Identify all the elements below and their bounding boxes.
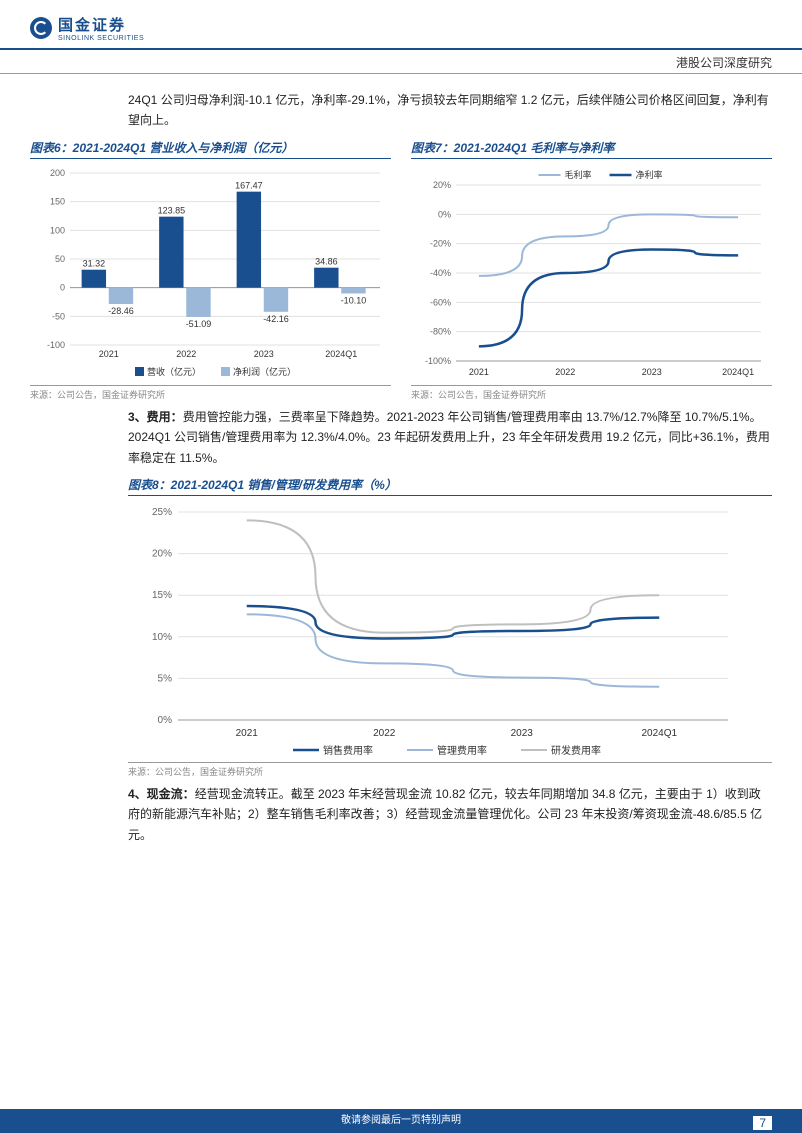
svg-text:2023: 2023 <box>642 367 662 377</box>
charts-row-1: 图表6：2021-2024Q1 营业收入与净利润（亿元） -100 -50 0 50 1… <box>30 139 772 401</box>
logo-en: SINOLINK SECURITIES <box>58 35 144 42</box>
paragraph-3: 4、现金流：经营现金流转正。截至 2023 年末经营现金流 10.82 亿元，较… <box>128 784 772 845</box>
svg-text:2023: 2023 <box>254 349 274 359</box>
svg-text:0%: 0% <box>158 715 173 726</box>
svg-text:2024Q1: 2024Q1 <box>722 367 754 377</box>
svg-text:5%: 5% <box>158 673 173 684</box>
para2-lead: 3、费用： <box>128 410 183 424</box>
chart8-container: 图表8：2021-2024Q1 销售/管理/研发费用率（%） 0% 5% 10% 15… <box>128 476 772 778</box>
svg-text:营收（亿元）: 营收（亿元） <box>147 366 201 377</box>
svg-text:2022: 2022 <box>176 349 196 359</box>
svg-text:10%: 10% <box>152 632 172 643</box>
svg-text:管理费用率: 管理费用率 <box>437 744 487 757</box>
svg-text:-20%: -20% <box>430 238 451 248</box>
svg-text:-100: -100 <box>47 340 65 350</box>
page-header: 国金证券 SINOLINK SECURITIES <box>0 0 802 50</box>
doc-subtitle: 港股公司深度研究 <box>0 50 802 74</box>
svg-text:123.85: 123.85 <box>158 205 186 215</box>
para3-body: 经营现金流转正。截至 2023 年末经营现金流 10.82 亿元，较去年同期增加… <box>128 787 762 842</box>
svg-text:34.86: 34.86 <box>315 256 338 266</box>
footer-wrap: 敬请参阅最后一页特别声明 7 <box>0 1109 802 1133</box>
chart7-container: 图表7：2021-2024Q1 毛利率与净利率 -100% -80% -60% -40… <box>411 139 772 401</box>
svg-text:-28.46: -28.46 <box>108 306 134 316</box>
svg-text:2021: 2021 <box>99 349 119 359</box>
svg-text:167.47: 167.47 <box>235 180 263 190</box>
svg-text:2021: 2021 <box>469 367 489 377</box>
logo-cn: 国金证券 <box>58 14 144 35</box>
svg-text:-60%: -60% <box>430 297 451 307</box>
chart7-source: 来源：公司公告，国金证券研究所 <box>411 385 772 401</box>
svg-text:-10.10: -10.10 <box>341 295 367 305</box>
svg-text:150: 150 <box>50 196 65 206</box>
svg-text:销售费用率: 销售费用率 <box>323 744 373 757</box>
svg-text:31.32: 31.32 <box>83 258 106 268</box>
svg-text:15%: 15% <box>152 590 172 601</box>
svg-text:-51.09: -51.09 <box>186 319 212 329</box>
chart6-source: 来源：公司公告，国金证券研究所 <box>30 385 391 401</box>
svg-text:-40%: -40% <box>430 268 451 278</box>
svg-text:2021: 2021 <box>236 728 259 739</box>
svg-text:2024Q1: 2024Q1 <box>325 349 357 359</box>
svg-text:2022: 2022 <box>555 367 575 377</box>
chart6-title: 图表6：2021-2024Q1 营业收入与净利润（亿元） <box>30 139 391 159</box>
para3-lead: 4、现金流： <box>128 787 195 801</box>
chart8-title: 图表8：2021-2024Q1 销售/管理/研发费用率（%） <box>128 476 772 496</box>
svg-text:0: 0 <box>60 282 65 292</box>
paragraph-2: 3、费用：费用管控能力强，三费率呈下降趋势。2021-2023 年公司销售/管理… <box>128 407 772 468</box>
svg-text:2022: 2022 <box>373 728 396 739</box>
page-content: 24Q1 公司归母净利润-10.1 亿元，净利率-29.1%，净亏损较去年同期缩… <box>0 74 802 845</box>
chart7-title: 图表7：2021-2024Q1 毛利率与净利率 <box>411 139 772 159</box>
chart8-plot: 0% 5% 10% 15% 20% 25% 2021 2022 2023 2024Q1 销售费用率 管… <box>128 500 772 760</box>
logo-icon <box>30 17 52 39</box>
svg-text:20%: 20% <box>152 549 172 560</box>
chart6-plot: -100 -50 0 50 100 150 200 31.32 -28.46 2021 123.85… <box>30 163 391 383</box>
paragraph-1: 24Q1 公司归母净利润-10.1 亿元，净利率-29.1%，净亏损较去年同期缩… <box>128 90 772 131</box>
svg-text:25%: 25% <box>152 507 172 518</box>
svg-text:研发费用率: 研发费用率 <box>551 744 601 757</box>
svg-text:100: 100 <box>50 225 65 235</box>
svg-text:-42.16: -42.16 <box>263 314 289 324</box>
chart8-source: 来源：公司公告，国金证券研究所 <box>128 762 772 778</box>
svg-text:净利润（亿元）: 净利润（亿元） <box>233 366 296 377</box>
chart6-container: 图表6：2021-2024Q1 营业收入与净利润（亿元） -100 -50 0 50 1… <box>30 139 391 401</box>
svg-text:0%: 0% <box>438 209 451 219</box>
svg-text:净利率: 净利率 <box>636 169 663 180</box>
svg-text:-100%: -100% <box>425 356 451 366</box>
footer-disclaimer: 敬请参阅最后一页特别声明 <box>0 1109 802 1133</box>
page-number: 7 <box>753 1116 772 1130</box>
svg-text:毛利率: 毛利率 <box>565 169 592 180</box>
logo-text: 国金证券 SINOLINK SECURITIES <box>58 14 144 42</box>
svg-text:50: 50 <box>55 254 65 264</box>
svg-text:200: 200 <box>50 168 65 178</box>
svg-text:20%: 20% <box>433 180 451 190</box>
svg-text:-50: -50 <box>52 311 65 321</box>
chart7-plot: -100% -80% -60% -40% -20% 0% 20% 2021 2022 2023 20… <box>411 163 772 383</box>
para2-body: 费用管控能力强，三费率呈下降趋势。2021-2023 年公司销售/管理费用率由 … <box>128 410 770 465</box>
svg-text:2023: 2023 <box>511 728 534 739</box>
svg-text:-80%: -80% <box>430 326 451 336</box>
svg-text:2024Q1: 2024Q1 <box>641 728 677 739</box>
